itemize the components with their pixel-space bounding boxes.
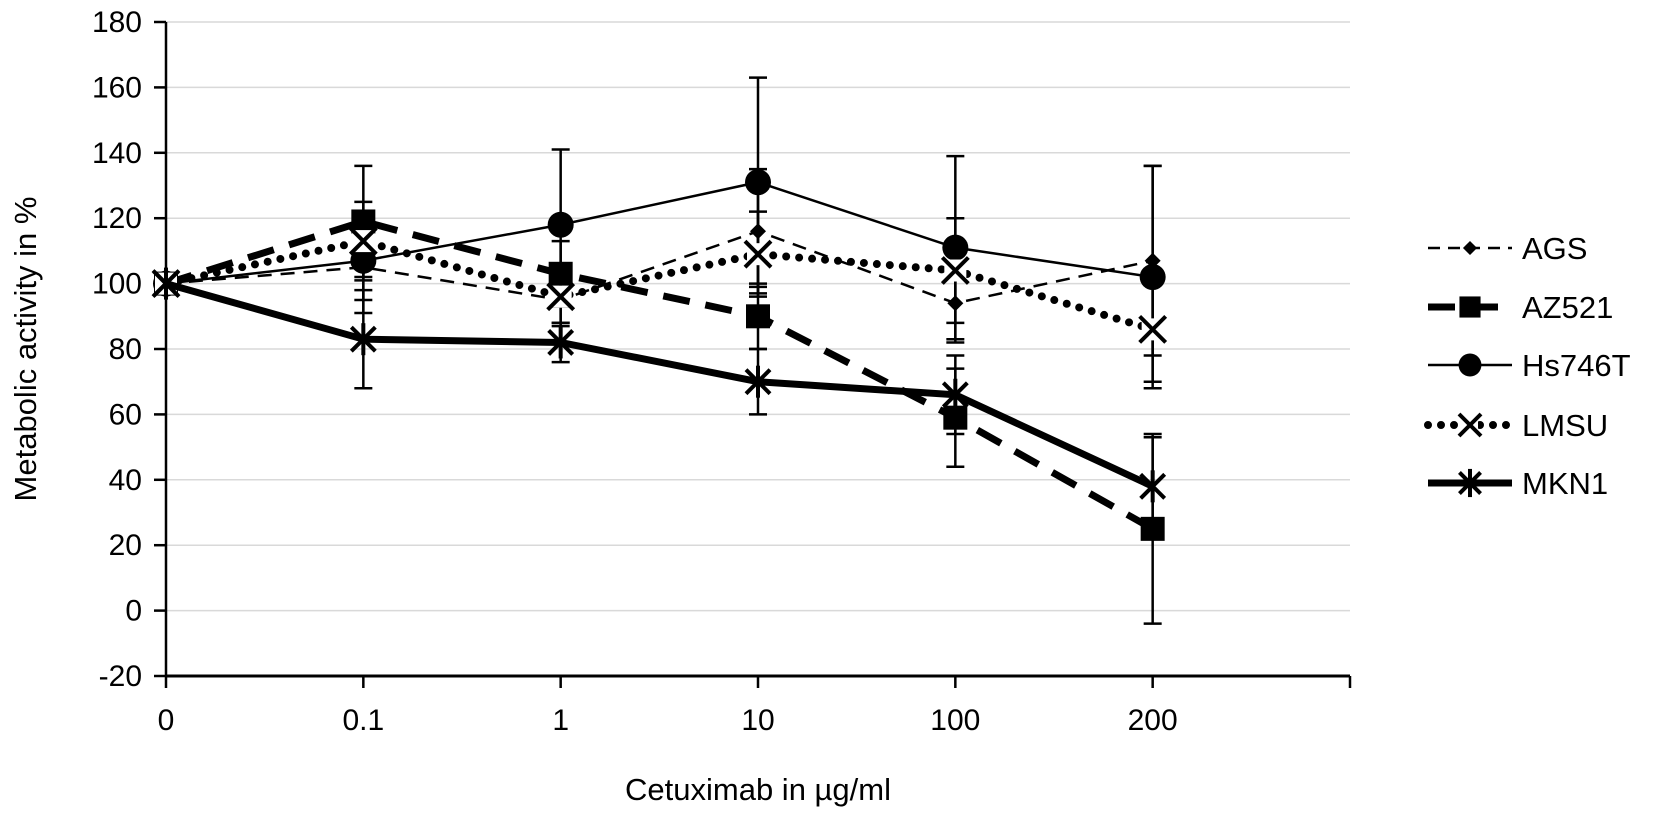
- x-marker: [348, 226, 378, 256]
- series-line-AGS: [165, 229, 1153, 305]
- y-tick-label: 160: [92, 71, 142, 104]
- y-axis: 180 160 140 120 100 80 60 40 20 0 -20: [92, 6, 168, 693]
- y-tick-label: 100: [92, 268, 142, 301]
- star-marker: [1139, 472, 1167, 500]
- legend-label: LMSU: [1522, 408, 1608, 443]
- legend-label: AGS: [1522, 231, 1587, 266]
- circle-marker: [1458, 353, 1482, 377]
- legend-item-AGS: AGS: [1428, 231, 1587, 266]
- series-line-AZ521: [164, 217, 1155, 532]
- star-marker: [152, 270, 180, 298]
- circle-marker: [745, 169, 771, 196]
- y-tick-label: 140: [92, 137, 142, 170]
- square-marker: [1459, 296, 1481, 318]
- circle-marker: [547, 211, 574, 238]
- star-marker: [941, 381, 969, 409]
- x-tick-label: 100: [930, 704, 980, 737]
- y-tick-label: 80: [109, 333, 142, 366]
- star-marker: [1458, 471, 1482, 495]
- x-axis: 0 0.1 1 10 100 200: [158, 674, 1352, 737]
- x-tick-label: 0: [158, 704, 175, 737]
- legend: AGS AZ521 Hs746T LMSU MKN1: [1424, 231, 1631, 501]
- y-axis-title: Metabolic activity in %: [8, 197, 43, 502]
- y-tick-label: 20: [109, 529, 142, 562]
- x-tick-label: 1: [552, 704, 569, 737]
- diamond-marker: [1462, 240, 1478, 256]
- y-tick-label: 180: [92, 6, 142, 39]
- star-marker: [547, 329, 575, 356]
- legend-item-Hs746T: Hs746T: [1428, 348, 1631, 383]
- legend-label: MKN1: [1522, 466, 1608, 501]
- series-line-Hs746T: [165, 180, 1153, 285]
- x-tick-label: 200: [1128, 704, 1178, 737]
- legend-label: AZ521: [1522, 290, 1613, 325]
- legend-item-AZ521: AZ521: [1428, 290, 1613, 325]
- x-marker: [1138, 314, 1168, 344]
- y-tick-label: 60: [109, 398, 142, 431]
- x-marker: [1457, 412, 1483, 438]
- x-axis-title: Cetuximab in µg/ml: [625, 772, 891, 807]
- x-tick-label: 10: [741, 704, 774, 737]
- star-marker: [349, 325, 377, 353]
- x-tick-label: 0.1: [342, 704, 384, 737]
- series-line-MKN1: [165, 280, 1155, 490]
- series-line-LMSU: [162, 236, 1157, 334]
- y-tick-label: 0: [125, 595, 142, 628]
- x-marker: [743, 239, 773, 269]
- star-marker: [744, 368, 772, 396]
- y-tick-label: 40: [109, 464, 142, 497]
- legend-item-LMSU: LMSU: [1424, 408, 1608, 443]
- y-tick-label: 120: [92, 202, 142, 235]
- x-marker: [940, 256, 970, 285]
- y-tick-label: -20: [99, 660, 142, 693]
- markers-MKN1: [152, 267, 1167, 503]
- square-marker: [746, 304, 770, 329]
- legend-label: Hs746T: [1522, 348, 1631, 383]
- series-MKN1: [152, 267, 1167, 537]
- legend-item-MKN1: MKN1: [1428, 466, 1608, 501]
- x-marker: [546, 282, 576, 312]
